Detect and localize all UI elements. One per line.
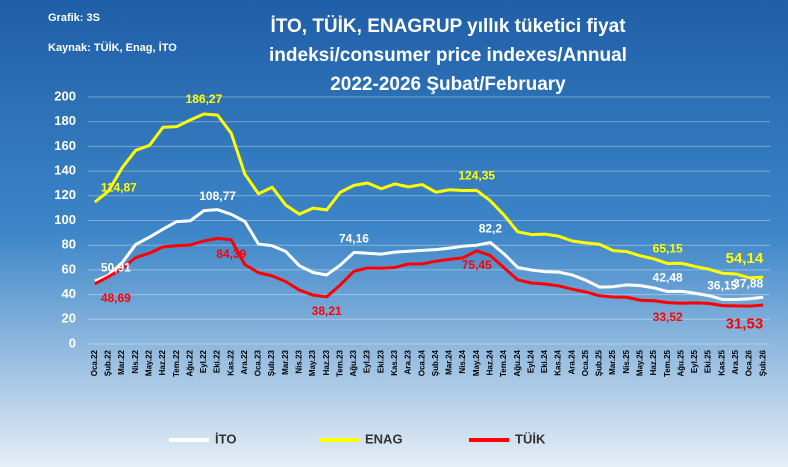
y-tick-label: 60 — [62, 261, 76, 276]
x-tick-label: Tem.25 — [663, 349, 672, 377]
data-label: 37,88 — [733, 276, 763, 290]
x-tick-label: Nis.25 — [622, 349, 631, 373]
x-tick-label: Eyl.25 — [690, 349, 699, 373]
y-tick-label: 80 — [62, 237, 76, 252]
x-tick-label: Oca.25 — [581, 349, 590, 376]
data-label: 84,39 — [216, 247, 246, 261]
x-tick-label: Kas.25 — [717, 349, 726, 375]
x-tick-label: Mar.24 — [445, 349, 454, 374]
x-tick-label: May.25 — [636, 349, 645, 376]
chart-title: indeksi/consumer price indexes/Annual — [269, 45, 627, 66]
data-label: 42,48 — [653, 271, 683, 285]
x-tick-label: Eyl.23 — [363, 349, 372, 373]
source: Kaynak: TÜİK, Enag, İTO — [48, 41, 177, 54]
y-tick-label: 200 — [54, 88, 76, 103]
data-label: 114,87 — [101, 180, 137, 194]
y-tick-label: 180 — [54, 113, 76, 128]
data-label: 74,16 — [339, 232, 369, 246]
x-tick-label: Haz.24 — [485, 349, 494, 375]
data-label: 186,27 — [186, 92, 223, 106]
x-tick-label: Kas.23 — [390, 349, 399, 375]
data-label: 65,15 — [653, 242, 683, 256]
y-tick-label: 100 — [54, 212, 76, 227]
y-tick-label: 140 — [54, 163, 76, 178]
x-tick-label: Oca.26 — [745, 349, 754, 376]
x-tick-label: Ağu.23 — [349, 349, 358, 376]
x-tick-label: Haz.23 — [322, 349, 331, 375]
x-tick-label: Eki.23 — [376, 349, 385, 373]
x-tick-label: Ağu.22 — [185, 349, 194, 376]
x-tick-label: Şub.23 — [267, 349, 276, 376]
data-label: 54,14 — [726, 250, 764, 267]
legend-label: TÜİK — [515, 431, 546, 446]
data-label: 38,21 — [312, 304, 342, 318]
x-tick-label: Eyl.24 — [526, 349, 535, 373]
data-label: 31,53 — [726, 316, 764, 333]
series-line — [94, 236, 764, 308]
x-tick-label: Tem.23 — [335, 349, 344, 377]
series-line — [94, 208, 764, 302]
x-tick-label: Eki.25 — [704, 349, 713, 373]
x-tick-label: Eki.24 — [540, 349, 549, 373]
y-tick-label: 120 — [54, 187, 76, 202]
x-tick-label: Tem.22 — [172, 349, 181, 377]
x-tick-label: Şub.26 — [758, 349, 767, 376]
x-tick-label: Haz.25 — [649, 349, 658, 375]
data-label: 124,35 — [458, 169, 495, 183]
x-tick-label: Oca.23 — [254, 349, 263, 376]
x-tick-label: May.23 — [308, 349, 317, 376]
x-tick-label: Ağu.25 — [676, 349, 685, 376]
data-label: 108,77 — [199, 189, 236, 203]
data-label: 75,45 — [462, 258, 492, 272]
x-tick-label: Ağu.24 — [513, 349, 522, 376]
data-label: 33,52 — [653, 310, 683, 324]
x-tick-label: Ara.23 — [404, 349, 413, 374]
chart-id: Grafik: 3S — [48, 12, 100, 24]
x-tick-label: Haz.22 — [158, 349, 167, 375]
y-tick-label: 20 — [62, 311, 76, 326]
x-tick-label: Şub.24 — [431, 349, 440, 376]
x-tick-label: Ara.22 — [240, 349, 249, 374]
x-tick-label: May.22 — [144, 349, 153, 376]
data-label: 48,69 — [101, 291, 131, 305]
x-tick-label: Eki.22 — [213, 349, 222, 373]
x-tick-label: Mar.22 — [117, 349, 126, 374]
x-tick-label: Eyl.22 — [199, 349, 208, 373]
x-tick-label: Ara.25 — [731, 349, 740, 374]
x-tick-label: Şub.25 — [595, 349, 604, 376]
data-label: 50,91 — [101, 260, 131, 274]
x-tick-label: Kas.22 — [226, 349, 235, 375]
x-tick-label: Oca.24 — [417, 349, 426, 376]
y-tick-label: 0 — [69, 335, 76, 350]
x-tick-label: Kas.24 — [554, 349, 563, 375]
x-tick-label: Ara.24 — [567, 349, 576, 374]
x-tick-label: Nis.23 — [295, 349, 304, 373]
chart-title: 2022-2026 Şubat/February — [330, 74, 566, 95]
y-tick-label: 160 — [54, 138, 76, 153]
x-tick-label: Nis.24 — [458, 349, 467, 373]
x-tick-label: Mar.25 — [608, 349, 617, 374]
x-tick-label: Tem.24 — [499, 349, 508, 377]
data-label: 82,2 — [479, 222, 503, 236]
y-tick-label: 40 — [62, 286, 76, 301]
legend-label: İTO — [215, 431, 236, 446]
x-tick-label: Mar.23 — [281, 349, 290, 374]
chart-title: İTO, TÜİK, ENAGRUP yıllık tüketici fiyat — [270, 16, 626, 37]
legend-label: ENAG — [365, 431, 403, 446]
x-tick-label: Şub.22 — [104, 349, 113, 376]
x-tick-label: Nis.22 — [131, 349, 140, 373]
x-tick-label: May.24 — [472, 349, 481, 376]
data-label: 36,15 — [707, 279, 737, 293]
x-tick-label: Oca.22 — [90, 349, 99, 376]
series-line — [93, 112, 764, 280]
